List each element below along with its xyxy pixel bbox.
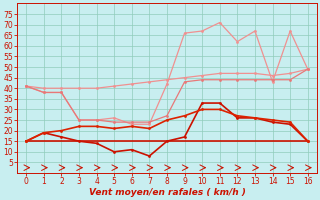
- X-axis label: Vent moyen/en rafales ( km/h ): Vent moyen/en rafales ( km/h ): [89, 188, 245, 197]
